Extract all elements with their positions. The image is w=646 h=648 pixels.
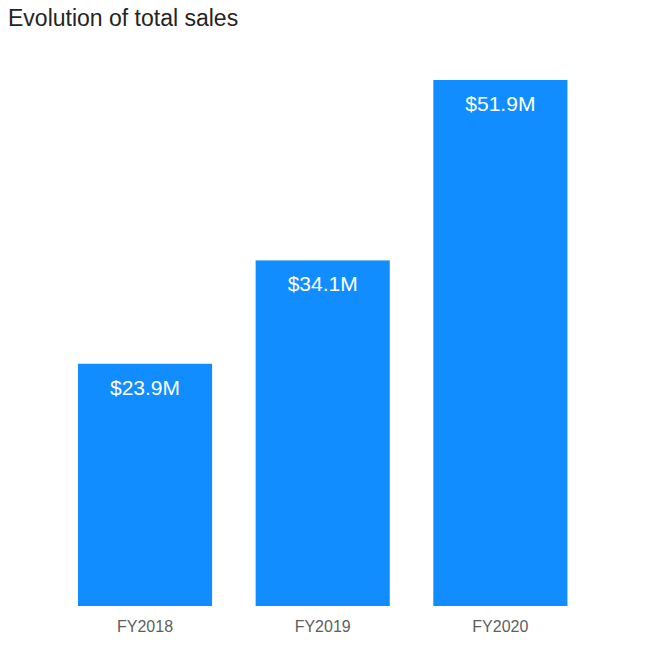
chart: Evolution of total sales $23.9M $34.1M $51.… <box>0 0 646 648</box>
bar <box>256 260 390 606</box>
x-axis: FY2018 FY2019 FY2020 <box>117 618 528 635</box>
bar <box>78 364 212 606</box>
bars <box>78 80 567 606</box>
x-tick-label: FY2019 <box>295 618 351 635</box>
chart-title: Evolution of total sales <box>8 5 238 31</box>
data-label: $34.1M <box>288 272 358 295</box>
x-tick-label: FY2018 <box>117 618 173 635</box>
data-label: $51.9M <box>465 92 535 115</box>
data-labels: $23.9M $34.1M $51.9M <box>110 92 535 399</box>
data-label: $23.9M <box>110 376 180 399</box>
bar <box>433 80 567 606</box>
x-tick-label: FY2020 <box>472 618 528 635</box>
